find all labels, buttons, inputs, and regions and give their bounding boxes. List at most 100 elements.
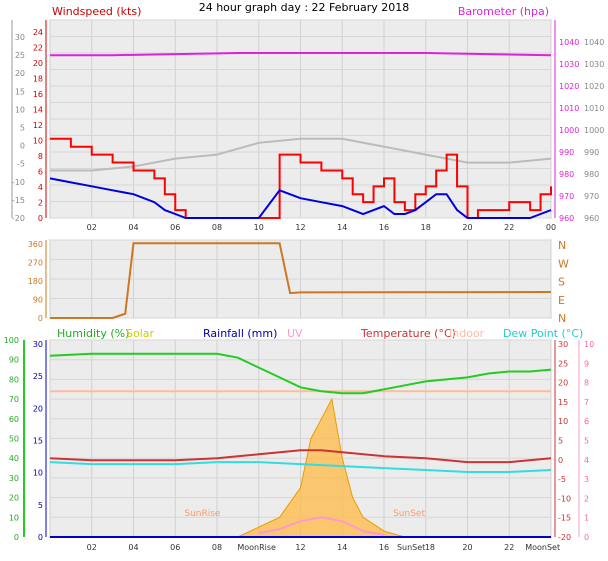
rain-tick-label: 30 xyxy=(33,340,43,349)
wind-direction-line xyxy=(50,242,552,319)
wind-tick-label: 10 xyxy=(33,137,43,146)
baro-outer-tick-label: 1030 xyxy=(584,60,604,69)
rainfall-label: Rainfall (mm) xyxy=(203,327,277,340)
bottom-x-tick-label: 04 xyxy=(128,543,138,552)
humidity-tick-label: 100 xyxy=(4,336,19,345)
wind-axis-title: Windspeed (kts) xyxy=(52,5,141,18)
bottom-x-tick-label: 12 xyxy=(295,543,305,552)
winddir-compass-label: N xyxy=(558,312,566,325)
temp-tick-label: 5 xyxy=(558,437,563,446)
uv-tick-label: 2 xyxy=(584,494,589,503)
bottom-x-tick-label: 14 xyxy=(337,543,347,552)
baro-outer-tick-label: 1000 xyxy=(584,126,604,135)
sunset-annotation: SunSet xyxy=(393,509,425,519)
temp-outer-tick-label: 5 xyxy=(20,124,25,133)
humidity-tick-label: 80 xyxy=(9,375,19,384)
temperature-line xyxy=(49,449,552,464)
uv-tick-label: 3 xyxy=(584,475,589,484)
wind-tick-label: 0 xyxy=(38,214,43,223)
humidity-tick-label: 90 xyxy=(9,356,19,365)
x-tick-label: 08 xyxy=(212,223,222,232)
temp-outer-tick-label: -10 xyxy=(12,178,25,187)
winddir-tick-label: 270 xyxy=(28,259,43,268)
humidity-tick-label: 10 xyxy=(9,513,19,522)
wind-tick-label: 6 xyxy=(38,168,43,177)
baro-outer-tick-label: 1020 xyxy=(584,82,604,91)
baro-tick-label: 1000 xyxy=(559,126,579,135)
uv-tick-label: 4 xyxy=(584,456,589,465)
temp-outer-tick-label: 0 xyxy=(20,142,25,151)
uv-line xyxy=(258,516,385,536)
temp-outer-tick-label: -20 xyxy=(12,214,25,223)
wind-tick-label: 14 xyxy=(33,106,43,115)
winddir-compass-label: N xyxy=(558,239,566,252)
x-tick-label: 22 xyxy=(504,223,514,232)
humidity-tick-label: 60 xyxy=(9,415,19,424)
x-tick-label: 14 xyxy=(337,223,347,232)
x-tick-label: 02 xyxy=(87,223,97,232)
temp-outer-tick-label: 25 xyxy=(15,51,25,60)
temp-outer-tick-label: -15 xyxy=(12,196,25,205)
baro-tick-label: 1010 xyxy=(559,104,579,113)
temp-tick-label: 20 xyxy=(558,379,568,388)
winddir-compass-label: W xyxy=(558,257,569,270)
uv-tick-label: 10 xyxy=(584,340,594,349)
x-tick-label: 06 xyxy=(170,223,180,232)
winddir-tick-label: 90 xyxy=(33,296,43,305)
winddir-tick-label: 180 xyxy=(28,277,43,286)
humidity-line xyxy=(49,352,552,395)
temp-tick-label: -5 xyxy=(558,475,566,484)
uv-tick-label: 0 xyxy=(584,533,589,542)
temp-outer-tick-label: 20 xyxy=(15,69,25,78)
temp-tick-label: 25 xyxy=(558,359,568,368)
x-tick-label: 18 xyxy=(421,223,431,232)
baro-outer-tick-label: 1010 xyxy=(584,104,604,113)
winddir-tick-label: 360 xyxy=(28,240,43,249)
humidity-tick-label: 30 xyxy=(9,474,19,483)
baro-axis-title: Barometer (hpa) xyxy=(458,5,549,18)
wind-tick-label: 12 xyxy=(33,121,43,130)
winddir-compass-label: E xyxy=(558,294,565,307)
humidity-tick-label: 0 xyxy=(14,533,19,542)
dewpoint-label: Dew Point (°C) xyxy=(503,327,583,340)
rain-tick-label: 15 xyxy=(33,437,43,446)
uv-tick-label: 9 xyxy=(584,359,589,368)
sunrise-annotation: SunRise xyxy=(184,509,221,519)
rain-tick-label: 20 xyxy=(33,404,43,413)
humidity-label: Humidity (%) xyxy=(57,327,129,340)
x-tick-label: 16 xyxy=(379,223,389,232)
baro-tick-label: 1020 xyxy=(559,82,579,91)
bottom-x-tick-label: 06 xyxy=(170,543,180,552)
solar-label: Solar xyxy=(126,327,155,340)
baro-tick-label: 960 xyxy=(559,214,574,223)
winddir-compass-label: S xyxy=(558,276,565,289)
temp-tick-label: 30 xyxy=(558,340,568,349)
bottom-x-tick-label: 20 xyxy=(462,543,472,552)
wind-tick-label: 20 xyxy=(33,59,43,68)
temp-outer-tick-label: -5 xyxy=(17,160,25,169)
humidity-tick-label: 20 xyxy=(9,494,19,503)
uv-tick-label: 5 xyxy=(584,437,589,446)
baro-tick-label: 980 xyxy=(559,170,574,179)
bottom-x-tick-label: MoonRise xyxy=(237,543,276,552)
baro-outer-tick-label: 960 xyxy=(584,214,599,223)
indoor-label: Indoor xyxy=(449,327,485,340)
bottom-x-tick-label: 22 xyxy=(504,543,514,552)
humidity-tick-label: 40 xyxy=(9,454,19,463)
chart-title: 24 hour graph day : 22 February 2018 xyxy=(199,1,410,14)
baro-outer-tick-label: 980 xyxy=(584,170,599,179)
wind-tick-label: 8 xyxy=(38,152,43,161)
wind-tick-label: 22 xyxy=(33,44,43,53)
solar-area xyxy=(237,397,406,538)
barometer-line xyxy=(50,52,552,57)
bottom-x-tick-label: 02 xyxy=(87,543,97,552)
bottom-x-tick-label: 08 xyxy=(212,543,222,552)
dewpoint-line xyxy=(49,461,552,473)
x-tick-label: 10 xyxy=(254,223,264,232)
x-tick-label: 20 xyxy=(462,223,472,232)
baro-tick-label: 970 xyxy=(559,192,574,201)
rain-tick-label: 10 xyxy=(33,469,43,478)
humidity-tick-label: 70 xyxy=(9,395,19,404)
uv-tick-label: 8 xyxy=(584,379,589,388)
